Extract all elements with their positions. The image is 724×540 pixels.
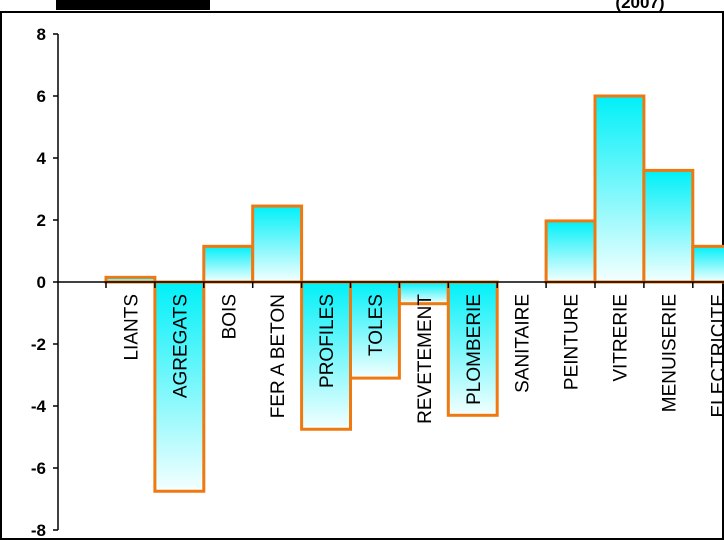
bar-bois <box>202 244 255 284</box>
category-label: FER A BETON <box>268 294 289 418</box>
category-label: TOLES <box>366 294 387 356</box>
bar-toles <box>349 280 401 380</box>
bar-fer-a-beton <box>251 204 304 284</box>
y-tick-label: -6 <box>31 459 46 478</box>
y-tick-label: 8 <box>37 25 46 44</box>
category-label: AGREGATS <box>170 294 191 398</box>
category-label: VITRERIE <box>610 294 631 382</box>
bar-plomberie <box>446 280 499 417</box>
category-label: REVETEMENT <box>415 294 436 424</box>
category-label: ELECTRICITE <box>708 294 724 418</box>
y-tick-label: -2 <box>31 335 46 354</box>
category-label: LIANTS <box>121 294 142 361</box>
y-tick-label: -4 <box>31 397 47 416</box>
bar-vitrerie <box>593 94 646 284</box>
category-label: PROFILES <box>317 294 338 388</box>
y-tick-label: 0 <box>37 273 46 292</box>
category-label: PEINTURE <box>562 294 583 390</box>
bar-menuiserie <box>642 168 695 284</box>
bar-electricite <box>691 244 724 284</box>
chart-title: (2007) <box>615 0 664 12</box>
y-tick-label: 4 <box>37 149 47 168</box>
category-label: BOIS <box>219 294 240 339</box>
category-label: SANITAIRE <box>513 294 534 393</box>
header-legend-swatch <box>56 0 210 10</box>
y-tick-label: 6 <box>37 87 46 106</box>
category-label: MENUISERIE <box>659 294 680 412</box>
y-tick-label: -8 <box>31 521 46 540</box>
y-tick-label: 2 <box>37 211 46 230</box>
category-label: PLOMBERIE <box>464 294 485 405</box>
bar-peinture <box>544 219 597 284</box>
